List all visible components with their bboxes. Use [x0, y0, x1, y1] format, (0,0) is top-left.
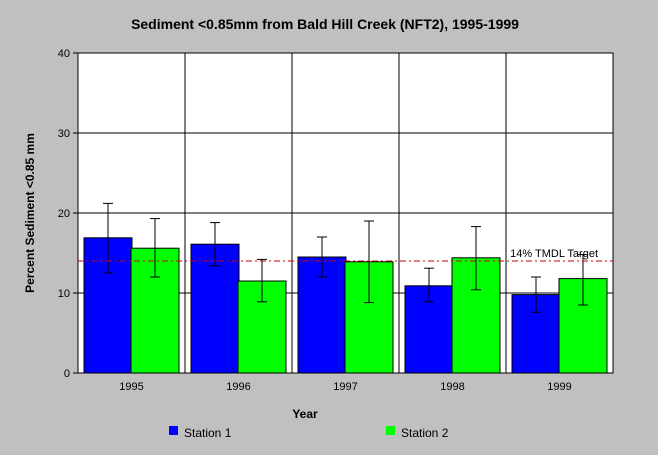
chart-title: Sediment <0.85mm from Bald Hill Creek (N… [131, 16, 519, 32]
y-tick-label: 10 [58, 288, 70, 300]
reference-line-group: 14% TMDL Target [78, 248, 613, 262]
y-axis-ticks: 0 10 20 30 40 [58, 48, 78, 380]
x-tick-label: 1999 [547, 381, 571, 393]
reference-label: 14% TMDL Target [510, 248, 598, 260]
bar-2 [130, 247, 180, 374]
x-axis-label: Year [292, 407, 318, 421]
y-tick-label: 40 [58, 48, 70, 60]
y-tick-label: 30 [58, 128, 70, 140]
x-tick-label: 1996 [226, 381, 250, 393]
x-tick-label: 1995 [119, 381, 143, 393]
y-tick-label: 20 [58, 208, 70, 220]
legend-swatch [169, 426, 178, 435]
x-tick-label: 1997 [333, 381, 357, 393]
y-tick-label: 0 [64, 368, 70, 380]
legend-label: Station 2 [401, 426, 449, 440]
legend-label: Station 1 [184, 426, 232, 440]
legend: Station 1 Station 2 [169, 426, 449, 440]
y-axis-label: Percent Sediment <0.85 mm [23, 133, 37, 293]
bar-2 [237, 280, 287, 374]
x-tick-label: 1998 [440, 381, 464, 393]
legend-swatch [386, 426, 395, 435]
x-axis-ticks: 1995 1996 1997 1998 1999 [119, 381, 571, 393]
